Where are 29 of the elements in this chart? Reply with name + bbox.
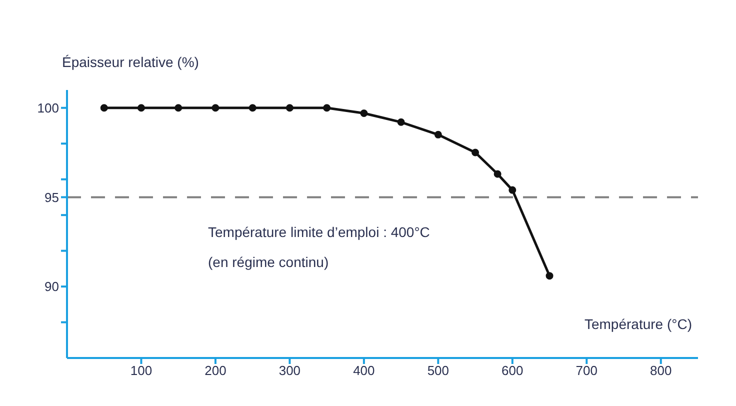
y-tick-label: 90 [44,279,59,294]
x-tick-label: 200 [204,363,226,378]
point [397,118,405,126]
x-tick-label: 300 [278,363,301,378]
point [174,104,182,112]
x-tick-label: 500 [427,363,450,378]
y-tick-label: 100 [37,100,59,116]
point [472,148,480,156]
x-tick-label: 100 [130,363,152,378]
x-axis-title: Température (°C) [584,316,692,332]
annotation: Température limite d’emploi : 400°C [208,224,430,240]
point [212,104,220,112]
point [323,104,331,112]
point [508,186,516,194]
point [494,170,502,178]
x-tick-label: 400 [353,363,375,378]
point [286,104,294,112]
point [137,104,145,112]
y-axis-title: Épaisseur relative (%) [62,54,199,70]
point [546,272,554,280]
x-tick-label: 600 [502,363,524,378]
y-tick-label: 95 [44,190,59,205]
point [360,109,368,117]
point [100,104,108,112]
x-tick-label: 700 [576,363,598,378]
annotation: (en régime continu) [208,254,329,270]
point [248,104,256,112]
point [434,130,442,138]
x-tick-label: 800 [650,363,672,378]
